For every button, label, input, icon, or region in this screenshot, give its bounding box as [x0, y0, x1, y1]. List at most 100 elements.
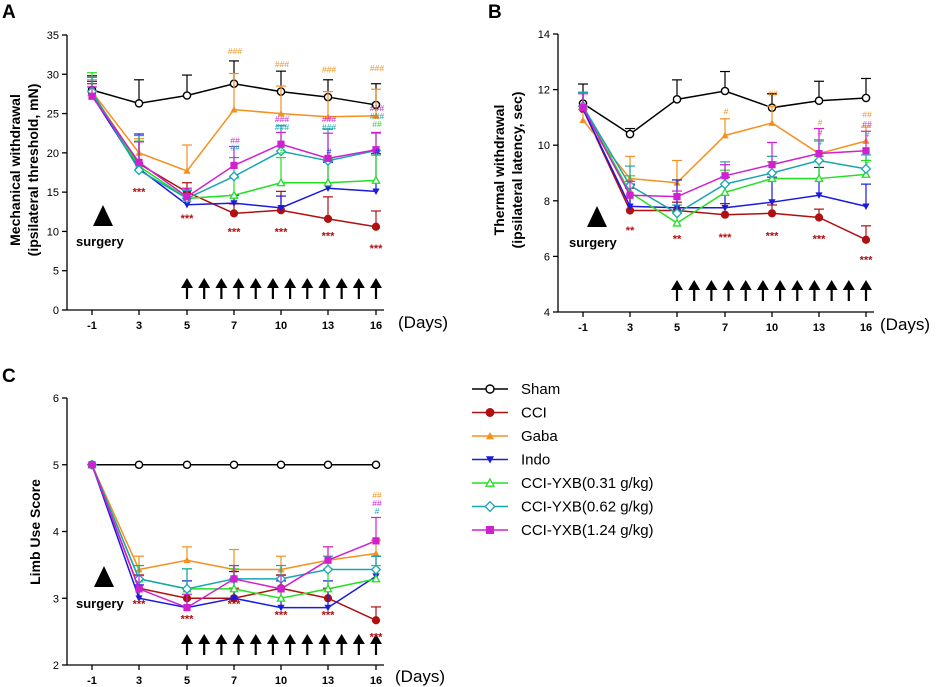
point-sham	[276, 460, 286, 470]
significance-vs-cci: ##	[372, 119, 382, 129]
point-cci	[485, 408, 495, 417]
treatment-arrow-icon	[842, 280, 855, 301]
significance-cci-vs-sham: ***	[275, 609, 289, 621]
series-cci-yxb-1-24-g-kg	[87, 86, 381, 201]
point-cci-yxb-1-24-g-kg	[135, 158, 143, 166]
significance-vs-cci: #	[818, 137, 823, 147]
y-tick-label: 35	[47, 30, 59, 42]
x-tick-label: 10	[766, 322, 778, 334]
point-cci-yxb-1-24-g-kg	[135, 585, 143, 593]
y-tick-label: 8	[544, 196, 550, 208]
point-sham	[229, 460, 239, 470]
panel-b-ylabel-line2: (ipsilateral latency, sec)	[509, 92, 525, 249]
treatment-arrow-icon	[318, 278, 331, 299]
point-cci-yxb-1-24-g-kg	[324, 556, 332, 564]
treatment-arrow-icon	[181, 278, 193, 299]
point-cci-yxb-1-24-g-kg	[372, 537, 380, 545]
x-tick-label: 13	[813, 322, 825, 334]
x-tick-label: 5	[184, 675, 190, 687]
point-indo	[230, 200, 238, 207]
panel-c-x-unit: (Days)	[395, 667, 445, 686]
y-tick-label: 6	[53, 393, 59, 405]
legend-item-cci-yxb-1-24-g-kg: CCI-YXB(1.24 g/kg)	[472, 522, 654, 539]
panel-b-treatment-arrows	[587, 206, 872, 301]
significance-cci-vs-sham: ***	[181, 613, 195, 625]
treatment-arrow-icon	[370, 634, 382, 655]
x-tick-label: 3	[136, 675, 142, 687]
significance-cci-vs-sham: ***	[322, 230, 336, 242]
y-tick-label: 14	[538, 29, 550, 41]
treatment-arrow-icon	[774, 280, 787, 301]
point-cci-yxb-0-31-g-kg	[720, 187, 730, 196]
treatment-arrow-icon	[370, 278, 382, 299]
series-sham	[578, 70, 871, 139]
panel-b-ylabel-line1: Thermal withdrawal	[491, 105, 507, 236]
x-tick-label: -1	[87, 320, 97, 332]
treatment-arrow-icon	[808, 280, 821, 301]
y-tick-label: 25	[47, 109, 59, 121]
point-cci-yxb-1-24-g-kg	[626, 191, 634, 199]
panel-b-x-unit: (Days)	[880, 315, 930, 334]
significance-vs-cci: #	[818, 118, 823, 128]
legend-item-cci-yxb-0-62-g-kg: CCI-YXB(0.62 g/kg)	[472, 499, 654, 516]
point-cci-yxb-0-31-g-kg	[276, 177, 286, 187]
point-sham	[672, 95, 682, 104]
x-tick-label: 3	[136, 320, 142, 332]
point-cci	[720, 210, 730, 219]
x-tick-label: 13	[322, 320, 334, 332]
point-cci-yxb-0-62-g-kg	[813, 155, 825, 166]
x-tick-label: 10	[275, 675, 287, 687]
point-indo	[183, 201, 191, 209]
x-tick-label: 7	[722, 322, 728, 334]
legend-item-sham: Sham	[472, 381, 560, 398]
point-indo	[324, 185, 332, 192]
x-tick-label: 16	[860, 322, 872, 334]
legend-item-indo: Indo	[472, 452, 550, 469]
significance-vs-cci: ##	[230, 143, 240, 153]
point-cci-yxb-0-62-g-kg	[181, 583, 193, 595]
significance-vs-cci: ###	[275, 114, 289, 124]
legend-label: CCI-YXB(0.62 g/kg)	[521, 499, 654, 516]
legend-item-cci-yxb-0-31-g-kg: CCI-YXB(0.31 g/kg)	[472, 475, 654, 492]
significance-cci-vs-sham: ***	[370, 243, 384, 255]
point-cci-yxb-1-24-g-kg	[862, 147, 870, 155]
point-cci-yxb-0-31-g-kg	[814, 173, 824, 183]
significance-cci-vs-sham: ***	[228, 599, 242, 611]
significance-vs-cci: ###	[370, 63, 384, 73]
treatment-arrow-icon	[352, 634, 365, 655]
point-cci-yxb-1-24-g-kg	[183, 193, 191, 201]
panel-a-ylabel-line2: (ipsilateral threshold, mN)	[25, 84, 41, 257]
surgery-marker-icon	[587, 206, 607, 227]
panel-c-annotations: ************ ******#####	[133, 490, 384, 643]
x-tick-label: 16	[370, 320, 382, 332]
panel-c-marks	[86, 459, 382, 625]
point-indo	[486, 456, 494, 464]
point-indo	[372, 188, 380, 195]
panel-c-ylabel: Limb Use Score	[27, 479, 43, 585]
point-cci-yxb-0-31-g-kg	[371, 573, 381, 583]
point-cci-yxb-0-62-g-kg	[322, 564, 334, 575]
treatment-arrow-icon	[860, 280, 872, 301]
point-cci-yxb-1-24-g-kg	[230, 161, 238, 170]
significance-cci-vs-sham: ***	[719, 232, 733, 244]
significance-vs-cci: ###	[322, 65, 336, 75]
point-gaba	[324, 113, 332, 120]
point-cci-yxb-0-62-g-kg	[275, 146, 287, 157]
treatment-arrow-icon	[284, 634, 297, 655]
panel-c-treatment-arrows	[94, 566, 382, 655]
point-gaba	[579, 116, 587, 124]
treatment-arrow-icon	[756, 280, 769, 301]
treatment-arrow-icon	[232, 634, 245, 655]
x-tick-label: 3	[627, 322, 633, 334]
significance-cci-vs-sham: **	[673, 234, 682, 246]
point-sham	[814, 96, 824, 106]
significance-cci-vs-sham: ***	[228, 226, 242, 238]
point-cci-yxb-1-24-g-kg	[324, 154, 332, 162]
point-cci-yxb-0-31-g-kg	[229, 583, 239, 593]
point-cci-yxb-0-31-g-kg	[484, 477, 496, 487]
point-gaba	[183, 556, 191, 564]
point-cci	[323, 214, 333, 223]
point-cci-yxb-1-24-g-kg	[673, 193, 681, 201]
